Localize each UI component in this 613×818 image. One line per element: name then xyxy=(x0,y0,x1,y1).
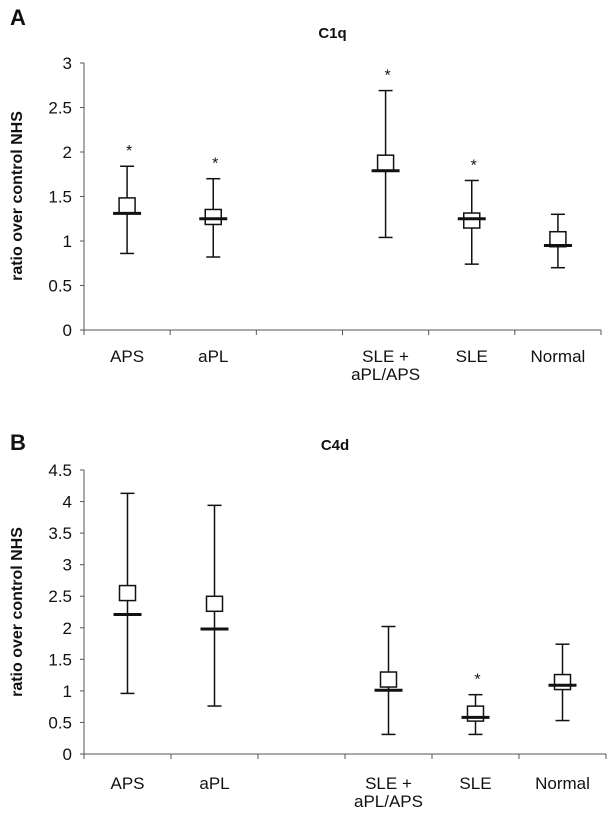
y-tick-label: 1.5 xyxy=(48,650,72,669)
y-tick-label: 3.5 xyxy=(48,524,72,543)
mean-marker xyxy=(463,212,481,229)
chart-title: C1q xyxy=(318,25,346,42)
y-tick-label: 3 xyxy=(63,54,72,73)
y-tick-label: 2 xyxy=(63,619,72,638)
y-tick-label: 2.5 xyxy=(48,99,72,118)
y-tick-label: 2 xyxy=(63,143,72,162)
significance-star: * xyxy=(474,672,480,689)
y-tick-label: 4 xyxy=(63,493,72,512)
y-tick-label: 1 xyxy=(63,682,72,701)
y-tick-label: 1.5 xyxy=(48,188,72,207)
mean-marker xyxy=(204,208,222,226)
significance-star: * xyxy=(126,143,132,160)
chart-title: C4d xyxy=(321,437,349,454)
panel-label: B xyxy=(10,430,26,455)
y-tick-label: 0.5 xyxy=(48,713,72,732)
mean-marker xyxy=(118,584,137,602)
y-tick-label: 1 xyxy=(63,232,72,251)
x-category-label: aPL xyxy=(198,347,228,366)
y-tick-label: 0 xyxy=(63,321,72,340)
x-category-label: aPL xyxy=(199,774,229,793)
x-category-label: SLE xyxy=(459,774,491,793)
x-category-label: SLE xyxy=(456,347,488,366)
x-category-label: SLE + xyxy=(362,347,409,366)
x-category-label: SLE + xyxy=(365,774,412,793)
x-category-label: aPL/APS xyxy=(354,792,423,811)
significance-star: * xyxy=(471,157,477,174)
significance-star: * xyxy=(384,68,390,85)
mean-marker xyxy=(553,673,572,691)
x-category-label: APS xyxy=(110,774,144,793)
y-axis-label: ratio over control NHS xyxy=(9,527,26,697)
significance-star: * xyxy=(212,156,218,173)
x-category-label: Normal xyxy=(535,774,590,793)
y-tick-label: 0.5 xyxy=(48,277,72,296)
y-tick-label: 4.5 xyxy=(48,461,72,480)
x-category-label: APS xyxy=(110,347,144,366)
y-axis-label: ratio over control NHS xyxy=(9,111,26,281)
mean-marker xyxy=(205,595,224,613)
mean-marker xyxy=(118,197,136,214)
y-tick-label: 2.5 xyxy=(48,587,72,606)
mean-marker xyxy=(379,671,398,688)
y-tick-label: 0 xyxy=(63,745,72,764)
panel-label: A xyxy=(10,5,26,30)
x-category-label: Normal xyxy=(531,347,586,366)
x-category-label: aPL/APS xyxy=(351,365,420,384)
mean-marker xyxy=(376,154,395,171)
y-tick-label: 3 xyxy=(63,556,72,575)
